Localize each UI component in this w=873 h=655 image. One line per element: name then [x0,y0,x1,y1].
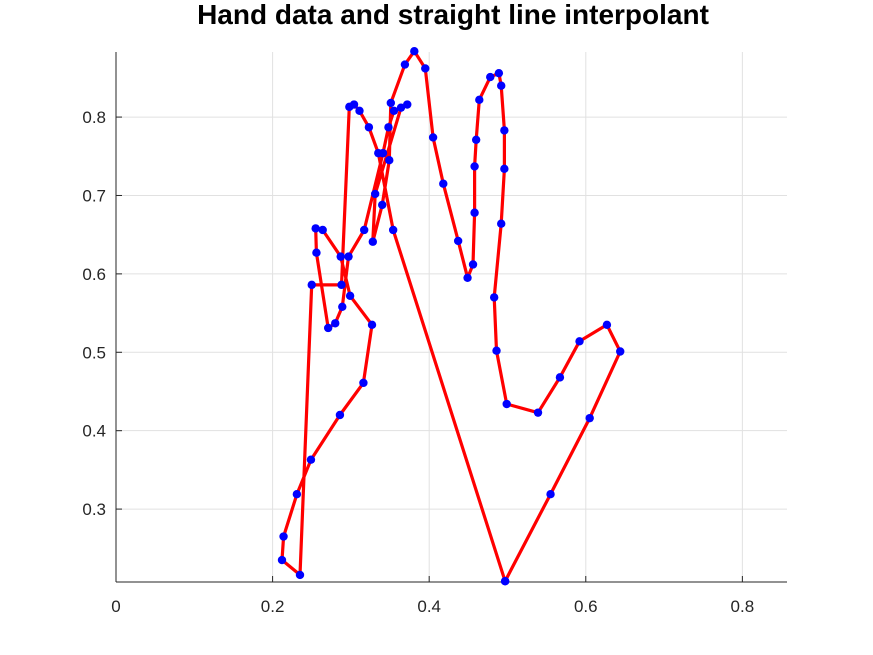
axis-layer [115,52,787,583]
data-point [359,225,369,235]
y-tick-label: 0.5 [82,343,106,362]
x-tick-label: 0 [111,597,120,616]
data-point [546,489,555,499]
data-point [384,123,393,132]
marker-layer [277,47,625,586]
x-tick-label: 0.6 [574,597,598,616]
x-tick-label: 0.2 [261,597,285,616]
chart-title: Hand data and straight line interpolant [197,0,709,30]
y-tick-label: 0.3 [82,500,106,519]
data-point [555,373,565,382]
y-tick-label: 0.4 [82,422,106,441]
data-point [389,106,399,116]
data-point [421,64,430,73]
data-point [502,399,511,409]
tick-layer: 0 0.2 0.4 0.6 0.8 0.3 0.4 0.5 0.6 0.7 0.8 [82,108,754,616]
data-point [463,273,472,282]
data-point [386,98,396,108]
x-tick-label: 0.8 [731,597,755,616]
data-point [292,489,302,499]
data-point [500,164,509,174]
data-point [355,106,364,116]
data-point [338,302,347,312]
data-point [497,81,506,90]
data-point [335,410,345,420]
data-point [500,577,510,586]
grid-layer [116,52,787,582]
data-point [602,320,612,330]
data-point [337,280,346,290]
data-point [475,95,484,105]
data-point [403,100,412,109]
data-point [470,208,479,217]
data-point [453,236,463,246]
series-layer [280,49,622,583]
data-point [349,100,359,109]
x-tick-label: 0.4 [417,597,441,616]
data-point [585,413,594,423]
data-point [323,323,333,333]
data-point [468,260,478,269]
y-tick-label: 0.8 [82,108,106,127]
y-tick-label: 0.6 [82,265,106,284]
data-point [331,319,340,328]
data-point [575,337,584,346]
series-line [280,49,622,583]
data-point [368,237,378,246]
data-point [470,162,479,171]
data-point [336,252,345,261]
data-point [306,455,316,464]
data-point [359,378,368,388]
data-point [471,135,481,145]
data-point [400,60,410,69]
data-point [489,293,499,302]
data-point [492,346,501,355]
data-point [410,47,419,56]
data-point [311,224,320,233]
data-point [295,570,305,580]
data-point [500,126,509,135]
data-point [307,280,316,290]
data-point [486,72,495,82]
data-point [318,225,327,235]
data-point [277,555,287,565]
data-point [374,148,383,158]
data-point [533,408,543,417]
data-point [345,291,355,301]
data-point [279,532,288,541]
data-point [378,200,387,210]
data-point [497,219,506,228]
data-point [385,155,394,165]
data-point [367,320,377,330]
data-point [396,103,406,112]
data-point [364,123,374,132]
data-point [494,68,504,78]
data-point [344,252,353,261]
data-point [312,248,321,257]
data-point [370,189,380,199]
data-point [388,225,398,235]
data-point [439,179,448,188]
data-point [616,347,625,356]
y-tick-label: 0.7 [82,186,106,205]
data-point [428,133,438,142]
